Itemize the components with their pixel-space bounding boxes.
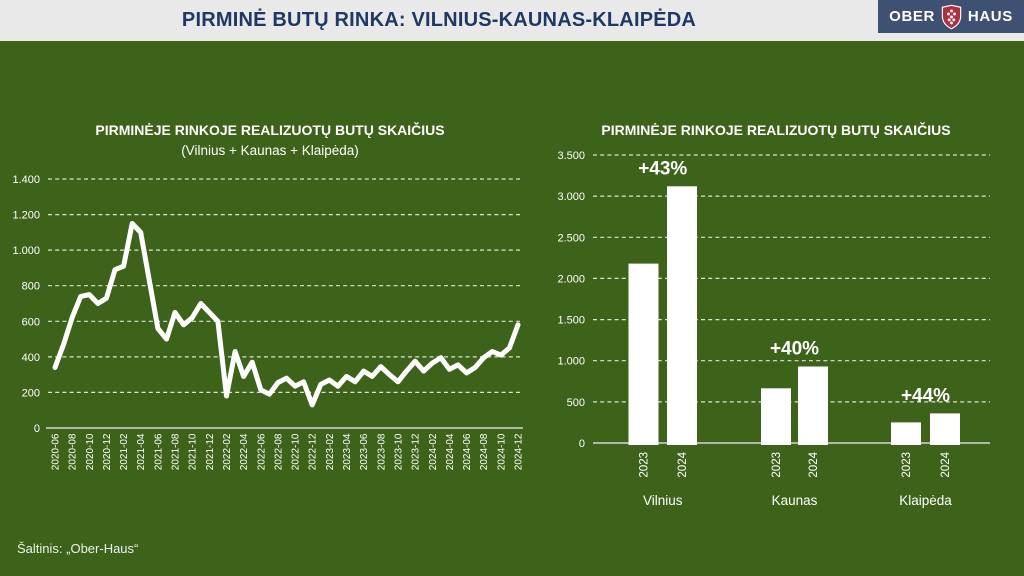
x-axis-label: 2022-04 (239, 433, 250, 470)
y-axis-label: 0 (579, 438, 585, 450)
line-chart-subtitle: (Vilnius + Kaunas + Klaipėda) (181, 143, 359, 158)
percent-change-label: +44% (901, 385, 950, 406)
bar-klaipėda-2023 (891, 422, 921, 445)
x-axis-label: 2023-08 (376, 433, 387, 470)
bar-year-label: 2024 (940, 451, 952, 477)
bar-year-label: 2023 (901, 452, 913, 478)
bar-vilnius-2024 (667, 186, 697, 446)
x-axis-label: 2021-10 (188, 433, 199, 470)
x-axis-label: 2024-04 (445, 433, 456, 470)
city-label: Kaunas (772, 493, 818, 508)
y-axis-label: 200 (22, 387, 40, 399)
percent-change-label: +40% (770, 339, 819, 360)
y-axis-label: 400 (22, 352, 40, 364)
line-chart-svg: 0 200 400 600 800 1.000 1.200 1.400 2020-06 2020-… (12, 174, 525, 470)
x-axis-label: 2020-12 (102, 433, 113, 470)
bar-chart-svg: 0 500 1.000 1.500 2.000 2.500 3.000 3.500 2023 20… (557, 150, 990, 508)
y-axis-label: 3.000 (557, 191, 585, 203)
y-axis-label: 1.200 (12, 210, 40, 222)
x-axis-label: 2024-02 (428, 433, 439, 470)
y-axis-label: 2.500 (557, 232, 585, 244)
bar-chart-title: PIRMINĖJE RINKOJE REALIZUOTŲ BUTŲ SKAIČI… (601, 122, 951, 138)
x-axis-label: 2024-08 (479, 433, 490, 470)
x-axis-label: 2020-10 (85, 433, 96, 470)
bar-year-label: 2024 (808, 451, 820, 477)
city-label: Klaipėda (899, 493, 952, 508)
x-axis-label: 2022-10 (291, 433, 302, 470)
bar-year-label: 2023 (771, 452, 783, 478)
x-axis-label: 2021-02 (119, 433, 130, 470)
bar-vilnius-2023 (628, 263, 659, 445)
x-axis-label: 2021-04 (136, 433, 147, 470)
x-axis-label: 2023-04 (342, 433, 353, 470)
oberhaus-logo: OBER HAUS (878, 0, 1024, 33)
x-axis-label: 2023-02 (325, 433, 336, 470)
x-axis-label: 2024-10 (496, 433, 507, 470)
x-axis-label: 2022-02 (222, 433, 233, 470)
y-axis-label: 600 (22, 316, 40, 328)
x-axis-label: 2023-10 (394, 433, 405, 470)
y-axis-label: 2.000 (557, 273, 585, 285)
city-label: Vilnius (643, 493, 683, 508)
y-axis-label: 1.000 (557, 356, 585, 368)
y-axis-label: 500 (567, 397, 585, 409)
logo-text-ober: OBER (889, 8, 935, 25)
x-axis-label: 2024-06 (462, 433, 473, 470)
x-axis-label: 2023-06 (359, 433, 370, 470)
bar-kaunas-2024 (798, 366, 828, 445)
bar-year-label: 2024 (677, 451, 689, 477)
x-axis-label: 2023-12 (411, 433, 422, 470)
bar-year-label: 2023 (639, 452, 651, 478)
y-axis-label: 1.400 (12, 174, 40, 186)
x-axis-label: 2024-12 (514, 433, 525, 470)
x-axis-label: 2021-12 (205, 433, 216, 470)
x-axis-label: 2020-06 (51, 433, 62, 470)
page-title: PIRMINĖ BUTŲ RINKA: VILNIUS-KAUNAS-KLAIP… (181, 9, 697, 31)
y-axis-label: 1.000 (12, 245, 40, 257)
logo-text-haus: HAUS (967, 8, 1013, 25)
x-axis-label: 2021-08 (171, 433, 182, 470)
y-axis-label: 800 (22, 281, 40, 293)
header-bar: PIRMINĖ BUTŲ RINKA: VILNIUS-KAUNAS-KLAIP… (0, 0, 1024, 41)
y-axis-label: 1.500 (557, 315, 585, 327)
x-axis-label: 2022-12 (308, 433, 319, 470)
y-axis-label: 0 (34, 423, 40, 435)
x-axis-label: 2022-08 (273, 433, 284, 470)
line-chart-title: PIRMINĖJE RINKOJE REALIZUOTŲ BUTŲ SKAIČI… (95, 122, 445, 138)
x-axis-label: 2022-06 (256, 433, 267, 470)
y-axis-label: 3.500 (557, 150, 585, 162)
percent-change-label: +43% (638, 158, 687, 179)
bar-kaunas-2023 (761, 388, 791, 445)
source-note: Šaltinis: „Ober-Haus“ (17, 541, 139, 556)
line-series (52, 221, 521, 408)
x-axis-label: 2021-06 (153, 433, 164, 470)
x-axis-label: 2020-08 (68, 433, 79, 470)
bar-klaipėda-2024 (930, 413, 960, 445)
grapes-shield-icon (941, 4, 962, 29)
